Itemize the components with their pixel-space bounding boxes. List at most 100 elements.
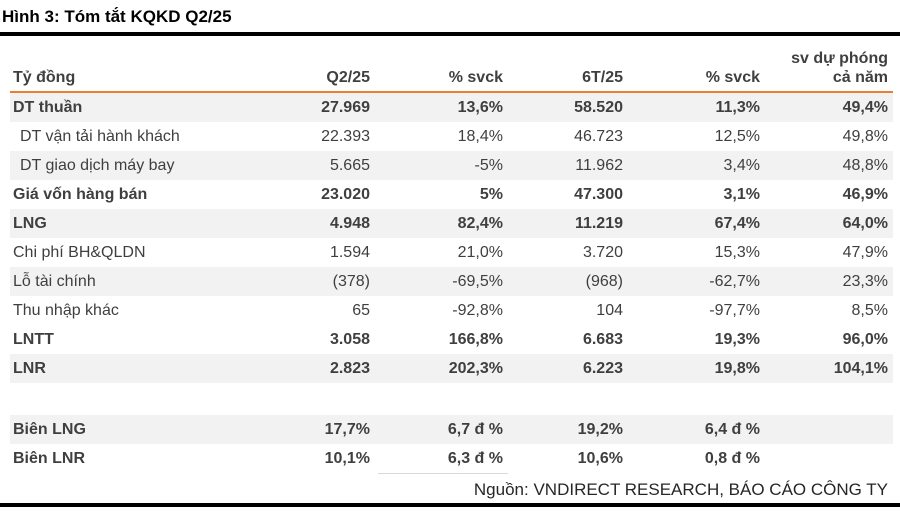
- value-q2: 4.948: [280, 209, 378, 238]
- row-label: Biên LNG: [10, 415, 280, 444]
- value-q2: 65: [352, 301, 370, 319]
- table-row-net-revenue: DT thuần 27.969 13,6% 58.520 11,3% 49,4%: [10, 92, 893, 122]
- value-q2: 22.393: [321, 127, 370, 145]
- row-label: LNR: [10, 354, 280, 383]
- value-6t: 104: [596, 301, 623, 319]
- value-yoy-q2: -69,5%: [378, 267, 508, 296]
- value-yoy-q2: 6,7 đ %: [378, 415, 508, 444]
- value-6t: 3.720: [582, 243, 623, 261]
- table-row-cogs: Giá vốn hàng bán 23.020 5% 47.300 3,1% 4…: [10, 180, 893, 209]
- value-yoy-6t: 19,8%: [628, 354, 765, 383]
- spacer-row: [10, 383, 893, 415]
- value-6t: 10,6%: [577, 449, 623, 467]
- value-6t: 46.723: [574, 127, 623, 145]
- value-vs-forecast: 49,4%: [765, 92, 893, 122]
- top-rule: [0, 32, 900, 36]
- value-6t: 6.223: [508, 354, 628, 383]
- value-q2: 23.020: [321, 185, 370, 203]
- table-row-gross-profit: LNG 4.948 82,4% 11.219 67,4% 64,0%: [10, 209, 893, 238]
- value-vs-forecast: 96,0%: [842, 330, 888, 348]
- value-yoy-q2: 202,3%: [378, 354, 508, 383]
- value-vs-forecast: [765, 415, 893, 444]
- value-6t: 19,2%: [508, 415, 628, 444]
- header-row: Tỷ đồng Q2/25 % svck 6T/25 % svck sv dự …: [10, 36, 893, 93]
- value-yoy-6t: 3,1%: [723, 185, 760, 203]
- column-header-6t-25: 6T/25: [508, 36, 628, 93]
- value-q2: 10,1%: [324, 449, 370, 467]
- value-vs-forecast: 104,1%: [765, 354, 893, 383]
- value-6t: 11.219: [508, 209, 628, 238]
- value-yoy-6t: -97,7%: [709, 301, 760, 319]
- column-header-yoy-6t: % svck: [628, 36, 765, 93]
- value-yoy-q2: 13,6%: [378, 92, 508, 122]
- value-yoy-6t: 67,4%: [628, 209, 765, 238]
- value-q2: 3.058: [329, 330, 370, 348]
- table-row-other-income: Thu nhập khác 65 -92,8% 104 -97,7% 8,5%: [10, 296, 893, 325]
- column-header-vs-forecast-line1: sv dự phóng: [791, 50, 888, 67]
- source-note: Nguồn: VNDIRECT RESEARCH, BÁO CÁO CÔNG T…: [473, 480, 888, 499]
- value-6t: 47.300: [574, 185, 623, 203]
- value-vs-forecast: [765, 444, 893, 474]
- table-row-financial-loss: Lỗ tài chính (378) -69,5% (968) -62,7% 2…: [10, 267, 893, 296]
- value-q2: 2.823: [280, 354, 378, 383]
- value-yoy-q2: -5%: [378, 151, 508, 180]
- row-label: DT giao dịch máy bay: [10, 151, 280, 180]
- value-yoy-6t: 15,3%: [714, 243, 760, 261]
- row-label: Thu nhập khác: [13, 301, 119, 319]
- value-q2: 17,7%: [280, 415, 378, 444]
- table-row-net-profit: LNR 2.823 202,3% 6.223 19,8% 104,1%: [10, 354, 893, 383]
- table-row-sga-expense: Chi phí BH&QLDN 1.594 21,0% 3.720 15,3% …: [10, 238, 893, 267]
- value-6t: 58.520: [508, 92, 628, 122]
- column-header-yoy-q2: % svck: [378, 36, 508, 93]
- value-yoy-6t: 12,5%: [714, 127, 760, 145]
- value-vs-forecast: 46,9%: [842, 185, 888, 203]
- value-vs-forecast: 49,8%: [842, 127, 888, 145]
- value-yoy-6t: 19,3%: [714, 330, 760, 348]
- value-yoy-q2: 18,4%: [457, 127, 503, 145]
- row-label: Lỗ tài chính: [10, 267, 280, 296]
- value-q2: 27.969: [280, 92, 378, 122]
- column-header-vs-forecast: sv dự phóng cả năm: [765, 36, 893, 93]
- value-yoy-6t: 11,3%: [628, 92, 765, 122]
- value-yoy-6t: -62,7%: [628, 267, 765, 296]
- results-table: Tỷ đồng Q2/25 % svck 6T/25 % svck sv dự …: [10, 36, 893, 474]
- page-title: Hình 3: Tóm tắt KQKD Q2/25: [2, 7, 232, 26]
- row-label: Biên LNR: [13, 449, 85, 467]
- value-vs-forecast: 64,0%: [765, 209, 893, 238]
- value-q2: 5.665: [280, 151, 378, 180]
- value-yoy-q2: -92,8%: [452, 301, 503, 319]
- value-yoy-6t: 3,4%: [628, 151, 765, 180]
- column-header-unit: Tỷ đồng: [10, 36, 280, 93]
- value-yoy-q2: 21,0%: [457, 243, 503, 261]
- value-vs-forecast: 8,5%: [851, 301, 888, 319]
- value-vs-forecast: 48,8%: [765, 151, 893, 180]
- value-yoy-6t: 0,8 đ %: [704, 449, 760, 467]
- spacer-cell: [10, 383, 893, 415]
- column-header-vs-forecast-line2: cả năm: [832, 69, 888, 86]
- table-row-net-margin: Biên LNR 10,1% 6,3 đ % 10,6% 0,8 đ %: [10, 444, 893, 474]
- value-yoy-q2: 6,3 đ %: [378, 444, 508, 474]
- value-yoy-6t: 6,4 đ %: [628, 415, 765, 444]
- value-6t: 6.683: [582, 330, 623, 348]
- value-6t: (968): [508, 267, 628, 296]
- value-vs-forecast: 47,9%: [842, 243, 888, 261]
- bottom-rule: [0, 503, 900, 507]
- value-vs-forecast: 23,3%: [765, 267, 893, 296]
- row-label: LNG: [10, 209, 280, 238]
- value-q2: 1.594: [329, 243, 370, 261]
- value-yoy-q2: 5%: [479, 185, 503, 203]
- row-label: DT vận tải hành khách: [20, 127, 180, 145]
- value-yoy-q2: 166,8%: [448, 330, 503, 348]
- table-row-aircraft-trading-revenue: DT giao dịch máy bay 5.665 -5% 11.962 3,…: [10, 151, 893, 180]
- row-label: Giá vốn hàng bán: [13, 185, 148, 203]
- table-row-gross-margin: Biên LNG 17,7% 6,7 đ % 19,2% 6,4 đ %: [10, 415, 893, 444]
- table-row-passenger-revenue: DT vận tải hành khách 22.393 18,4% 46.72…: [10, 122, 893, 151]
- value-q2: (378): [280, 267, 378, 296]
- value-yoy-q2: 82,4%: [378, 209, 508, 238]
- row-label: Chi phí BH&QLDN: [13, 243, 146, 261]
- table-row-pretax-profit: LNTT 3.058 166,8% 6.683 19,3% 96,0%: [10, 325, 893, 354]
- row-label: LNTT: [13, 330, 54, 348]
- value-6t: 11.962: [508, 151, 628, 180]
- column-header-q2-25: Q2/25: [280, 36, 378, 93]
- row-label: DT thuần: [10, 92, 280, 122]
